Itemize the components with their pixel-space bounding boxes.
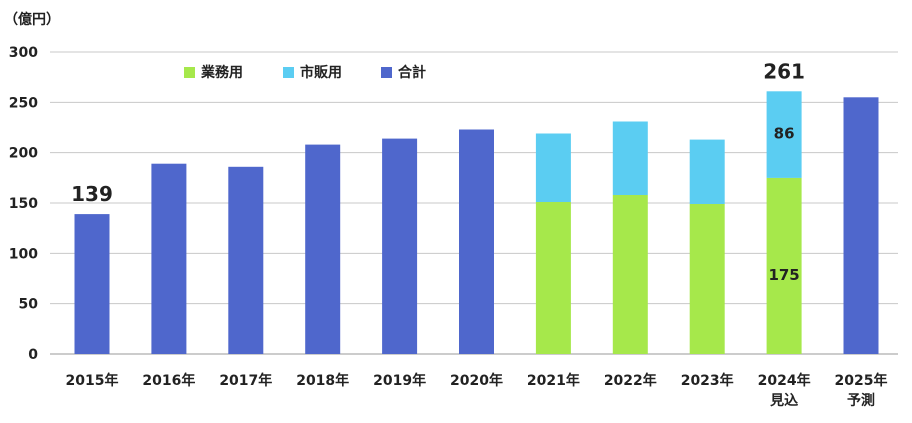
bar-市販用-2021年 xyxy=(535,133,571,202)
y-tick-label-300: 300 xyxy=(9,45,38,61)
bar-業務用-2021年 xyxy=(535,202,571,354)
x-tick-label-2025年予測: 2025年 xyxy=(835,372,888,389)
data-label-175: 175 xyxy=(768,266,799,284)
x-tick-label-2025年予測: 予測 xyxy=(847,392,875,409)
data-labels: 139 261 86 175 xyxy=(71,59,805,284)
y-tick-label-50: 50 xyxy=(19,297,39,313)
bar-合計-2020年 xyxy=(459,129,494,354)
x-tick-label-2021年: 2021年 xyxy=(527,372,580,389)
x-tick-label-2019年: 2019年 xyxy=(373,372,426,389)
bar-市販用-2022年 xyxy=(612,121,648,195)
legend-swatch-市販用 xyxy=(283,67,294,78)
bar-合計-2025年 xyxy=(843,97,879,355)
x-tick-label-2022年: 2022年 xyxy=(604,372,657,389)
legend-label-合計: 合計 xyxy=(398,64,426,81)
bar-市販用-2023年 xyxy=(689,139,725,204)
data-label-139: 139 xyxy=(71,182,113,206)
x-tick-label-2024年見込: 2024年 xyxy=(758,372,811,389)
y-tick-label-100: 100 xyxy=(9,246,38,262)
data-label-86: 86 xyxy=(774,125,795,143)
bar-業務用-2023年 xyxy=(689,204,725,354)
x-axis-labels: 2015年 2016年 2017年 2018年 2019年 2020年 2021年 2022年… xyxy=(66,372,888,409)
bar-市販用-2024年 xyxy=(766,91,802,178)
bars xyxy=(74,91,879,355)
bar-合計-2016年 xyxy=(151,163,187,354)
bar-業務用-2024年 xyxy=(766,177,802,354)
x-tick-label-2017年: 2017年 xyxy=(219,372,272,389)
legend-swatch-合計 xyxy=(381,67,392,78)
legend: 業務用 市販用 合計 xyxy=(184,64,426,81)
x-tick-label-2016年: 2016年 xyxy=(142,372,195,389)
y-tick-label-150: 150 xyxy=(9,196,38,212)
x-tick-label-2023年: 2023年 xyxy=(681,372,734,389)
x-tick-label-2024年見込: 見込 xyxy=(769,392,798,409)
legend-swatch-業務用 xyxy=(184,67,195,78)
bar-合計-2019年 xyxy=(382,138,418,354)
bar-合計-2015年 xyxy=(74,214,110,354)
y-tick-label-0: 0 xyxy=(28,347,38,363)
legend-label-市販用: 市販用 xyxy=(300,64,342,81)
y-unit-label: （億円） xyxy=(4,11,60,28)
y-axis-ticks: 0 50 100 150 200 250 300 xyxy=(9,45,38,363)
x-tick-label-2015年: 2015年 xyxy=(66,372,119,389)
bar-合計-2017年 xyxy=(228,166,264,354)
bar-合計-2018年 xyxy=(305,144,341,354)
y-tick-label-250: 250 xyxy=(9,95,38,111)
x-tick-label-2018年: 2018年 xyxy=(296,372,349,389)
bar-業務用-2022年 xyxy=(612,194,648,354)
data-label-261: 261 xyxy=(763,59,805,83)
y-tick-label-200: 200 xyxy=(9,146,38,162)
x-tick-label-2020年: 2020年 xyxy=(450,372,503,389)
legend-label-業務用: 業務用 xyxy=(200,64,243,81)
